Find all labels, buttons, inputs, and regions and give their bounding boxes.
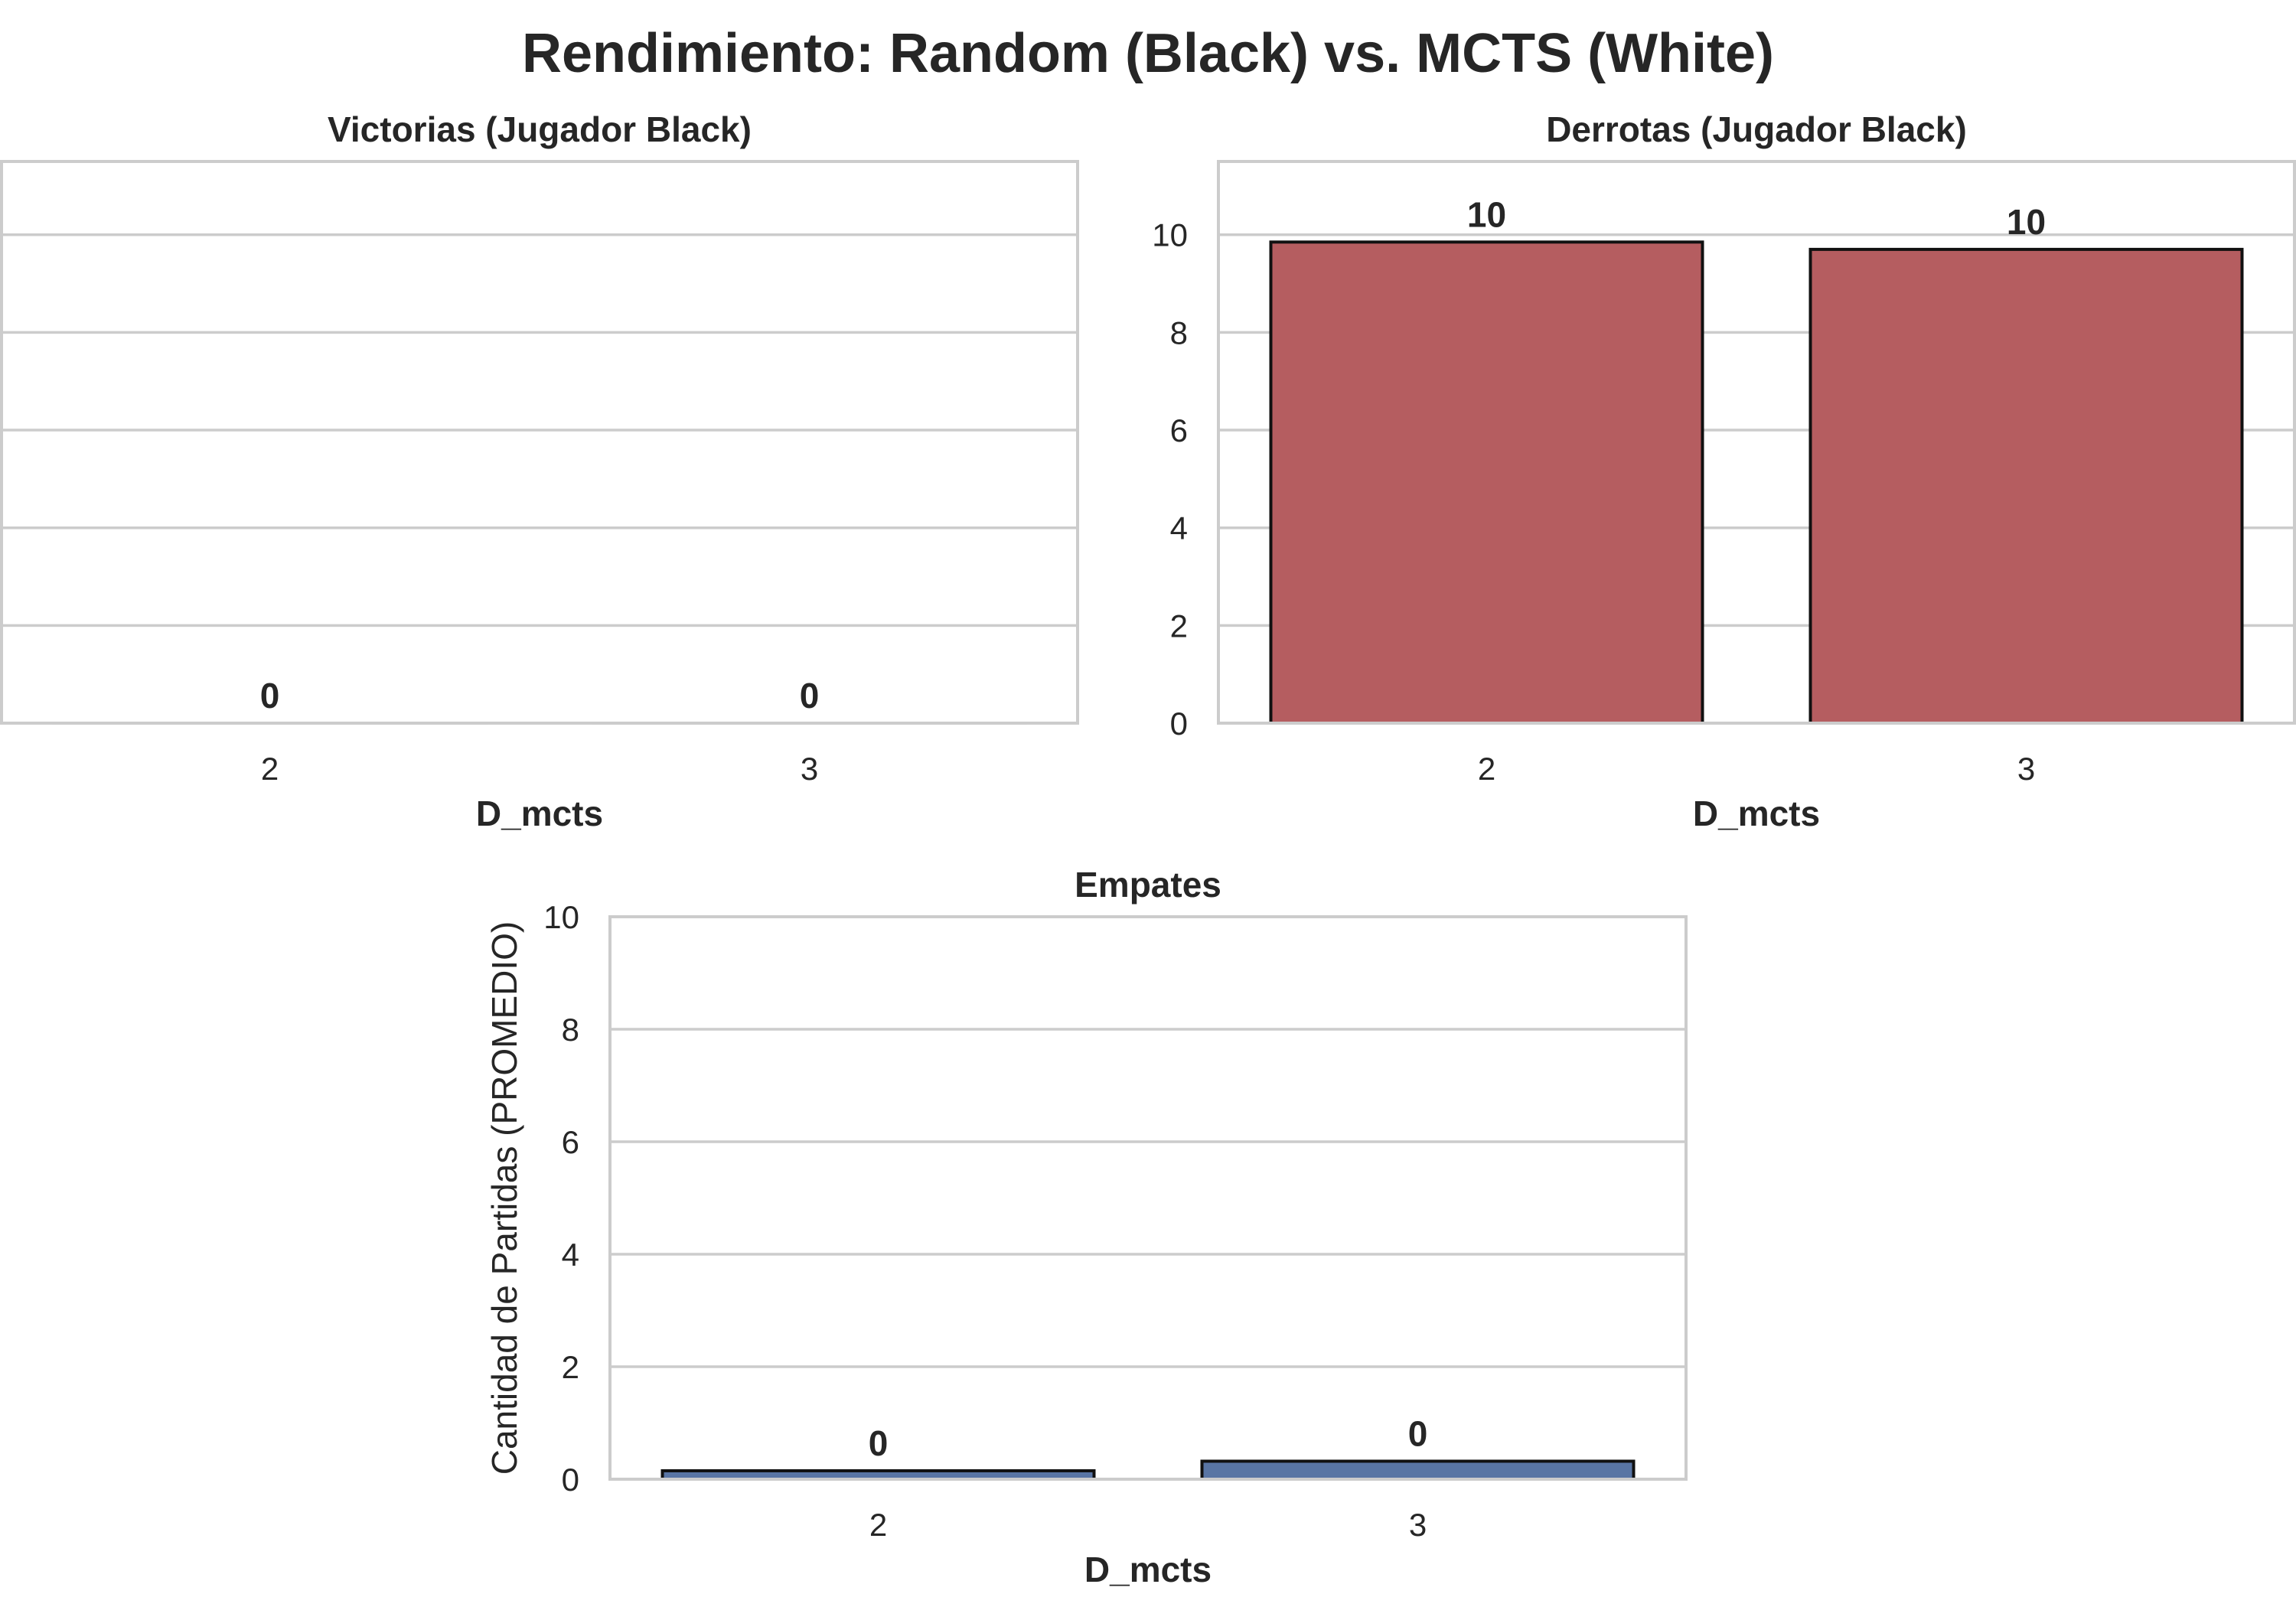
xtick-label-draws-2: 2	[869, 1507, 887, 1543]
bar-draws-3	[1200, 1459, 1636, 1481]
ytick-label-losses-8: 8	[1170, 315, 1188, 350]
bar-value-label-draws-3: 0	[1408, 1413, 1428, 1453]
ytick-label-draws-4: 4	[562, 1237, 579, 1273]
ytick-label-losses-4: 4	[1170, 510, 1188, 546]
figure-title: Rendimiento: Random (Black) vs. MCTS (Wh…	[522, 23, 1774, 84]
ytick-label-losses-6: 6	[1170, 412, 1188, 448]
subplot-losses: 0 2 4 6 8 10 10 2 10 3 Derrotas (Jugador Black) D_m…	[1152, 109, 2296, 833]
ytick-label-draws-0: 0	[562, 1462, 579, 1498]
ytick-label-draws-2: 2	[562, 1349, 579, 1385]
axes-frame-wins	[0, 160, 1079, 725]
y-axis-label-draws: Cantidad de Partidas (PROMEDIO)	[484, 921, 524, 1475]
axes-frame-losses	[1217, 160, 2296, 725]
x-axis-label-wins: D_mcts	[476, 794, 603, 833]
ytick-label-losses-10: 10	[1152, 217, 1188, 253]
x-axis-label-losses: D_mcts	[1693, 794, 1820, 833]
bar-value-label-wins-3: 0	[800, 676, 820, 715]
xtick-label-losses-2: 2	[1478, 751, 1495, 787]
xtick-label-wins-2: 2	[261, 751, 279, 787]
subplot-draws: 0 2 4 6 8 10 0 2 0 3 Empates D_mcts Cantidad de Part…	[484, 865, 1688, 1589]
bar-losses-3	[1808, 247, 2244, 725]
ytick-label-losses-0: 0	[1170, 706, 1188, 742]
bar-losses-2	[1269, 240, 1704, 725]
subplot-title-wins: Victorias (Jugador Black)	[328, 109, 752, 149]
subplots: 0 2 0 3 Victorias (Jugador Black) D_mcts 0 2 4 6 8…	[0, 109, 2296, 1589]
ytick-label-draws-8: 8	[562, 1012, 579, 1048]
subplot-title-losses: Derrotas (Jugador Black)	[1546, 109, 1967, 149]
ytick-label-draws-6: 6	[562, 1124, 579, 1160]
ytick-label-draws-10: 10	[543, 899, 579, 935]
axes-frame-draws	[608, 915, 1688, 1481]
subplot-wins: 0 2 0 3 Victorias (Jugador Black) D_mcts	[0, 109, 1079, 833]
bar-value-label-draws-2: 0	[869, 1423, 889, 1463]
xtick-label-losses-3: 3	[2017, 751, 2035, 787]
ytick-label-losses-2: 2	[1170, 608, 1188, 644]
xtick-label-wins-3: 3	[801, 751, 818, 787]
x-axis-label-draws: D_mcts	[1084, 1550, 1212, 1589]
bar-value-label-wins-2: 0	[260, 676, 280, 715]
subplot-title-draws: Empates	[1075, 865, 1221, 905]
xtick-label-draws-3: 3	[1409, 1507, 1427, 1543]
bar-value-label-losses-2: 10	[1467, 194, 1506, 234]
bar-value-label-losses-3: 10	[2007, 202, 2046, 242]
